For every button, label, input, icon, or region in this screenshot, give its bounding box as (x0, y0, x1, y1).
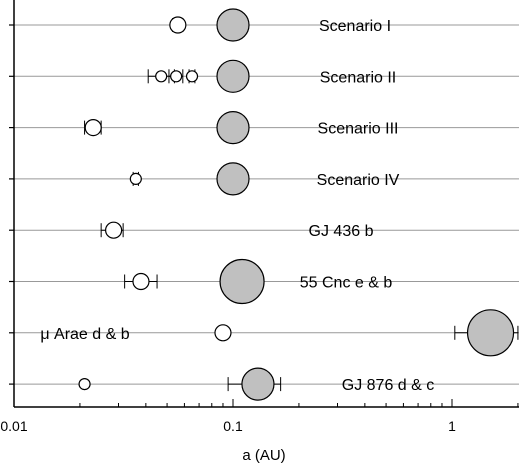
row-label: GJ 436 b (309, 223, 374, 240)
inner-planet-marker (132, 272, 150, 291)
x-tick-label: 0.1 (223, 418, 243, 434)
inner-planet-marker (170, 70, 183, 83)
outer-planet-marker (241, 367, 275, 401)
outer-planet-marker (216, 8, 250, 42)
row-label: GJ 876 d & c (342, 377, 435, 394)
row-label: Scenario II (320, 69, 396, 86)
inner-planet-marker (155, 70, 168, 83)
outer-planet-marker (216, 59, 250, 93)
inner-planet-marker (185, 70, 199, 83)
row-label: Scenario III (318, 121, 399, 138)
row-label: 55 Cnc e & b (300, 275, 393, 292)
marks-layer: Scenario I Scenario II Scenario III Scenari… (40, 8, 519, 401)
inner-planet-marker (129, 172, 142, 185)
inner-planet-marker (78, 378, 91, 391)
inner-planet-marker (84, 118, 102, 137)
inner-planet-marker (169, 16, 187, 34)
row-label: μ Arae d & b (40, 326, 129, 343)
axes-layer: 0.01 0.1 1 (0, 0, 519, 434)
outer-planet-marker (219, 258, 265, 305)
x-tick-label: 0.01 (0, 418, 27, 434)
outer-planet-marker (466, 309, 515, 357)
inner-planet-marker (105, 221, 123, 239)
inner-planet-marker (214, 324, 232, 342)
row-label: Scenario IV (317, 172, 400, 189)
x-tick-label: 1 (448, 418, 456, 434)
row-label: Scenario I (319, 18, 391, 35)
outer-planet-marker (216, 162, 250, 196)
x-axis-title: a (AU) (242, 447, 285, 464)
outer-planet-marker (216, 110, 250, 145)
